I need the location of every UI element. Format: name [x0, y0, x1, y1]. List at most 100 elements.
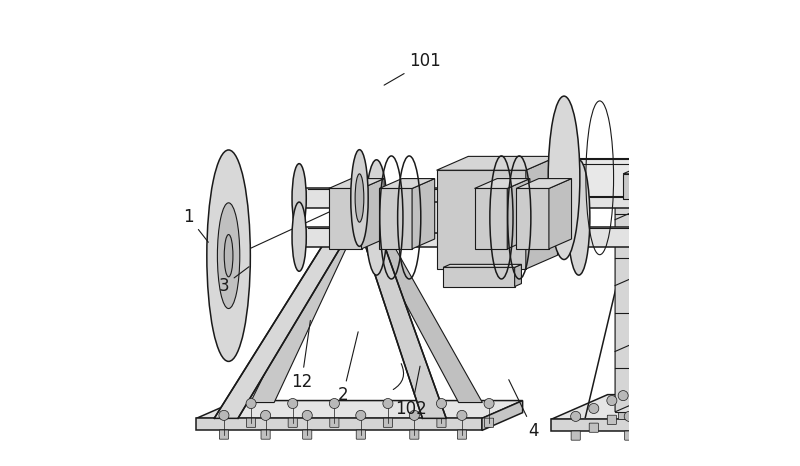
Circle shape — [660, 396, 670, 405]
Circle shape — [678, 411, 688, 421]
Ellipse shape — [366, 160, 387, 275]
Polygon shape — [564, 158, 800, 197]
Polygon shape — [615, 192, 640, 412]
Circle shape — [731, 411, 742, 421]
Polygon shape — [623, 171, 648, 174]
Circle shape — [457, 411, 467, 420]
Polygon shape — [474, 178, 530, 188]
Polygon shape — [615, 203, 734, 412]
FancyBboxPatch shape — [661, 415, 670, 425]
Polygon shape — [551, 395, 800, 419]
Circle shape — [383, 398, 393, 409]
FancyBboxPatch shape — [750, 423, 759, 432]
FancyBboxPatch shape — [779, 410, 788, 419]
FancyBboxPatch shape — [571, 431, 580, 440]
FancyBboxPatch shape — [356, 430, 366, 439]
Circle shape — [570, 411, 581, 421]
Text: 102: 102 — [395, 366, 427, 418]
Polygon shape — [514, 264, 522, 287]
Polygon shape — [551, 419, 759, 432]
Polygon shape — [742, 174, 760, 199]
Ellipse shape — [224, 234, 233, 277]
Text: 4: 4 — [509, 380, 539, 440]
Polygon shape — [362, 178, 384, 249]
Ellipse shape — [350, 150, 368, 247]
FancyBboxPatch shape — [219, 430, 229, 439]
Ellipse shape — [768, 202, 782, 271]
Polygon shape — [377, 202, 578, 233]
Circle shape — [288, 398, 298, 409]
FancyBboxPatch shape — [625, 431, 634, 440]
Polygon shape — [482, 401, 522, 431]
Polygon shape — [299, 188, 775, 208]
Polygon shape — [516, 178, 571, 188]
Circle shape — [330, 398, 339, 409]
Circle shape — [261, 411, 270, 420]
Circle shape — [302, 411, 312, 420]
Circle shape — [642, 404, 652, 413]
Circle shape — [589, 404, 599, 413]
Circle shape — [767, 396, 778, 405]
Ellipse shape — [786, 96, 800, 260]
Polygon shape — [379, 178, 434, 188]
Polygon shape — [379, 188, 412, 249]
Polygon shape — [196, 401, 522, 418]
Ellipse shape — [355, 174, 364, 222]
Circle shape — [696, 404, 706, 413]
FancyBboxPatch shape — [618, 410, 628, 419]
FancyBboxPatch shape — [732, 431, 741, 440]
Ellipse shape — [292, 164, 306, 233]
Circle shape — [624, 411, 634, 421]
FancyBboxPatch shape — [726, 410, 735, 419]
Polygon shape — [507, 178, 530, 249]
FancyBboxPatch shape — [768, 415, 777, 425]
Polygon shape — [759, 395, 800, 432]
Polygon shape — [443, 267, 514, 287]
Circle shape — [750, 404, 759, 413]
FancyBboxPatch shape — [302, 430, 312, 439]
Circle shape — [410, 411, 419, 420]
Text: 1: 1 — [183, 208, 208, 242]
Circle shape — [484, 398, 494, 409]
FancyBboxPatch shape — [678, 431, 687, 440]
Circle shape — [672, 391, 682, 401]
FancyBboxPatch shape — [330, 418, 339, 427]
Text: 12: 12 — [291, 321, 312, 391]
Polygon shape — [250, 201, 369, 403]
Text: 2: 2 — [338, 332, 358, 404]
Circle shape — [246, 398, 256, 409]
FancyBboxPatch shape — [485, 418, 494, 427]
Polygon shape — [329, 188, 362, 249]
Polygon shape — [443, 264, 522, 267]
Circle shape — [726, 391, 735, 401]
Polygon shape — [437, 170, 526, 269]
Polygon shape — [623, 174, 641, 199]
FancyBboxPatch shape — [261, 430, 270, 439]
FancyBboxPatch shape — [288, 418, 298, 427]
Polygon shape — [299, 227, 775, 247]
Circle shape — [714, 396, 724, 405]
Ellipse shape — [207, 150, 250, 362]
Ellipse shape — [218, 203, 240, 308]
Ellipse shape — [768, 164, 782, 233]
FancyBboxPatch shape — [714, 415, 723, 425]
Ellipse shape — [568, 160, 590, 275]
Circle shape — [437, 398, 446, 409]
FancyBboxPatch shape — [696, 423, 706, 432]
FancyBboxPatch shape — [642, 423, 652, 432]
Ellipse shape — [548, 96, 580, 260]
Polygon shape — [526, 157, 558, 269]
Polygon shape — [516, 188, 549, 249]
Polygon shape — [329, 178, 384, 188]
FancyBboxPatch shape — [246, 418, 256, 427]
FancyBboxPatch shape — [458, 430, 466, 439]
Polygon shape — [437, 157, 558, 170]
Polygon shape — [350, 201, 446, 418]
Circle shape — [778, 391, 789, 401]
FancyBboxPatch shape — [672, 410, 682, 419]
Polygon shape — [742, 171, 766, 174]
FancyBboxPatch shape — [410, 430, 419, 439]
Polygon shape — [734, 192, 759, 412]
Polygon shape — [641, 171, 648, 199]
Polygon shape — [350, 201, 482, 403]
